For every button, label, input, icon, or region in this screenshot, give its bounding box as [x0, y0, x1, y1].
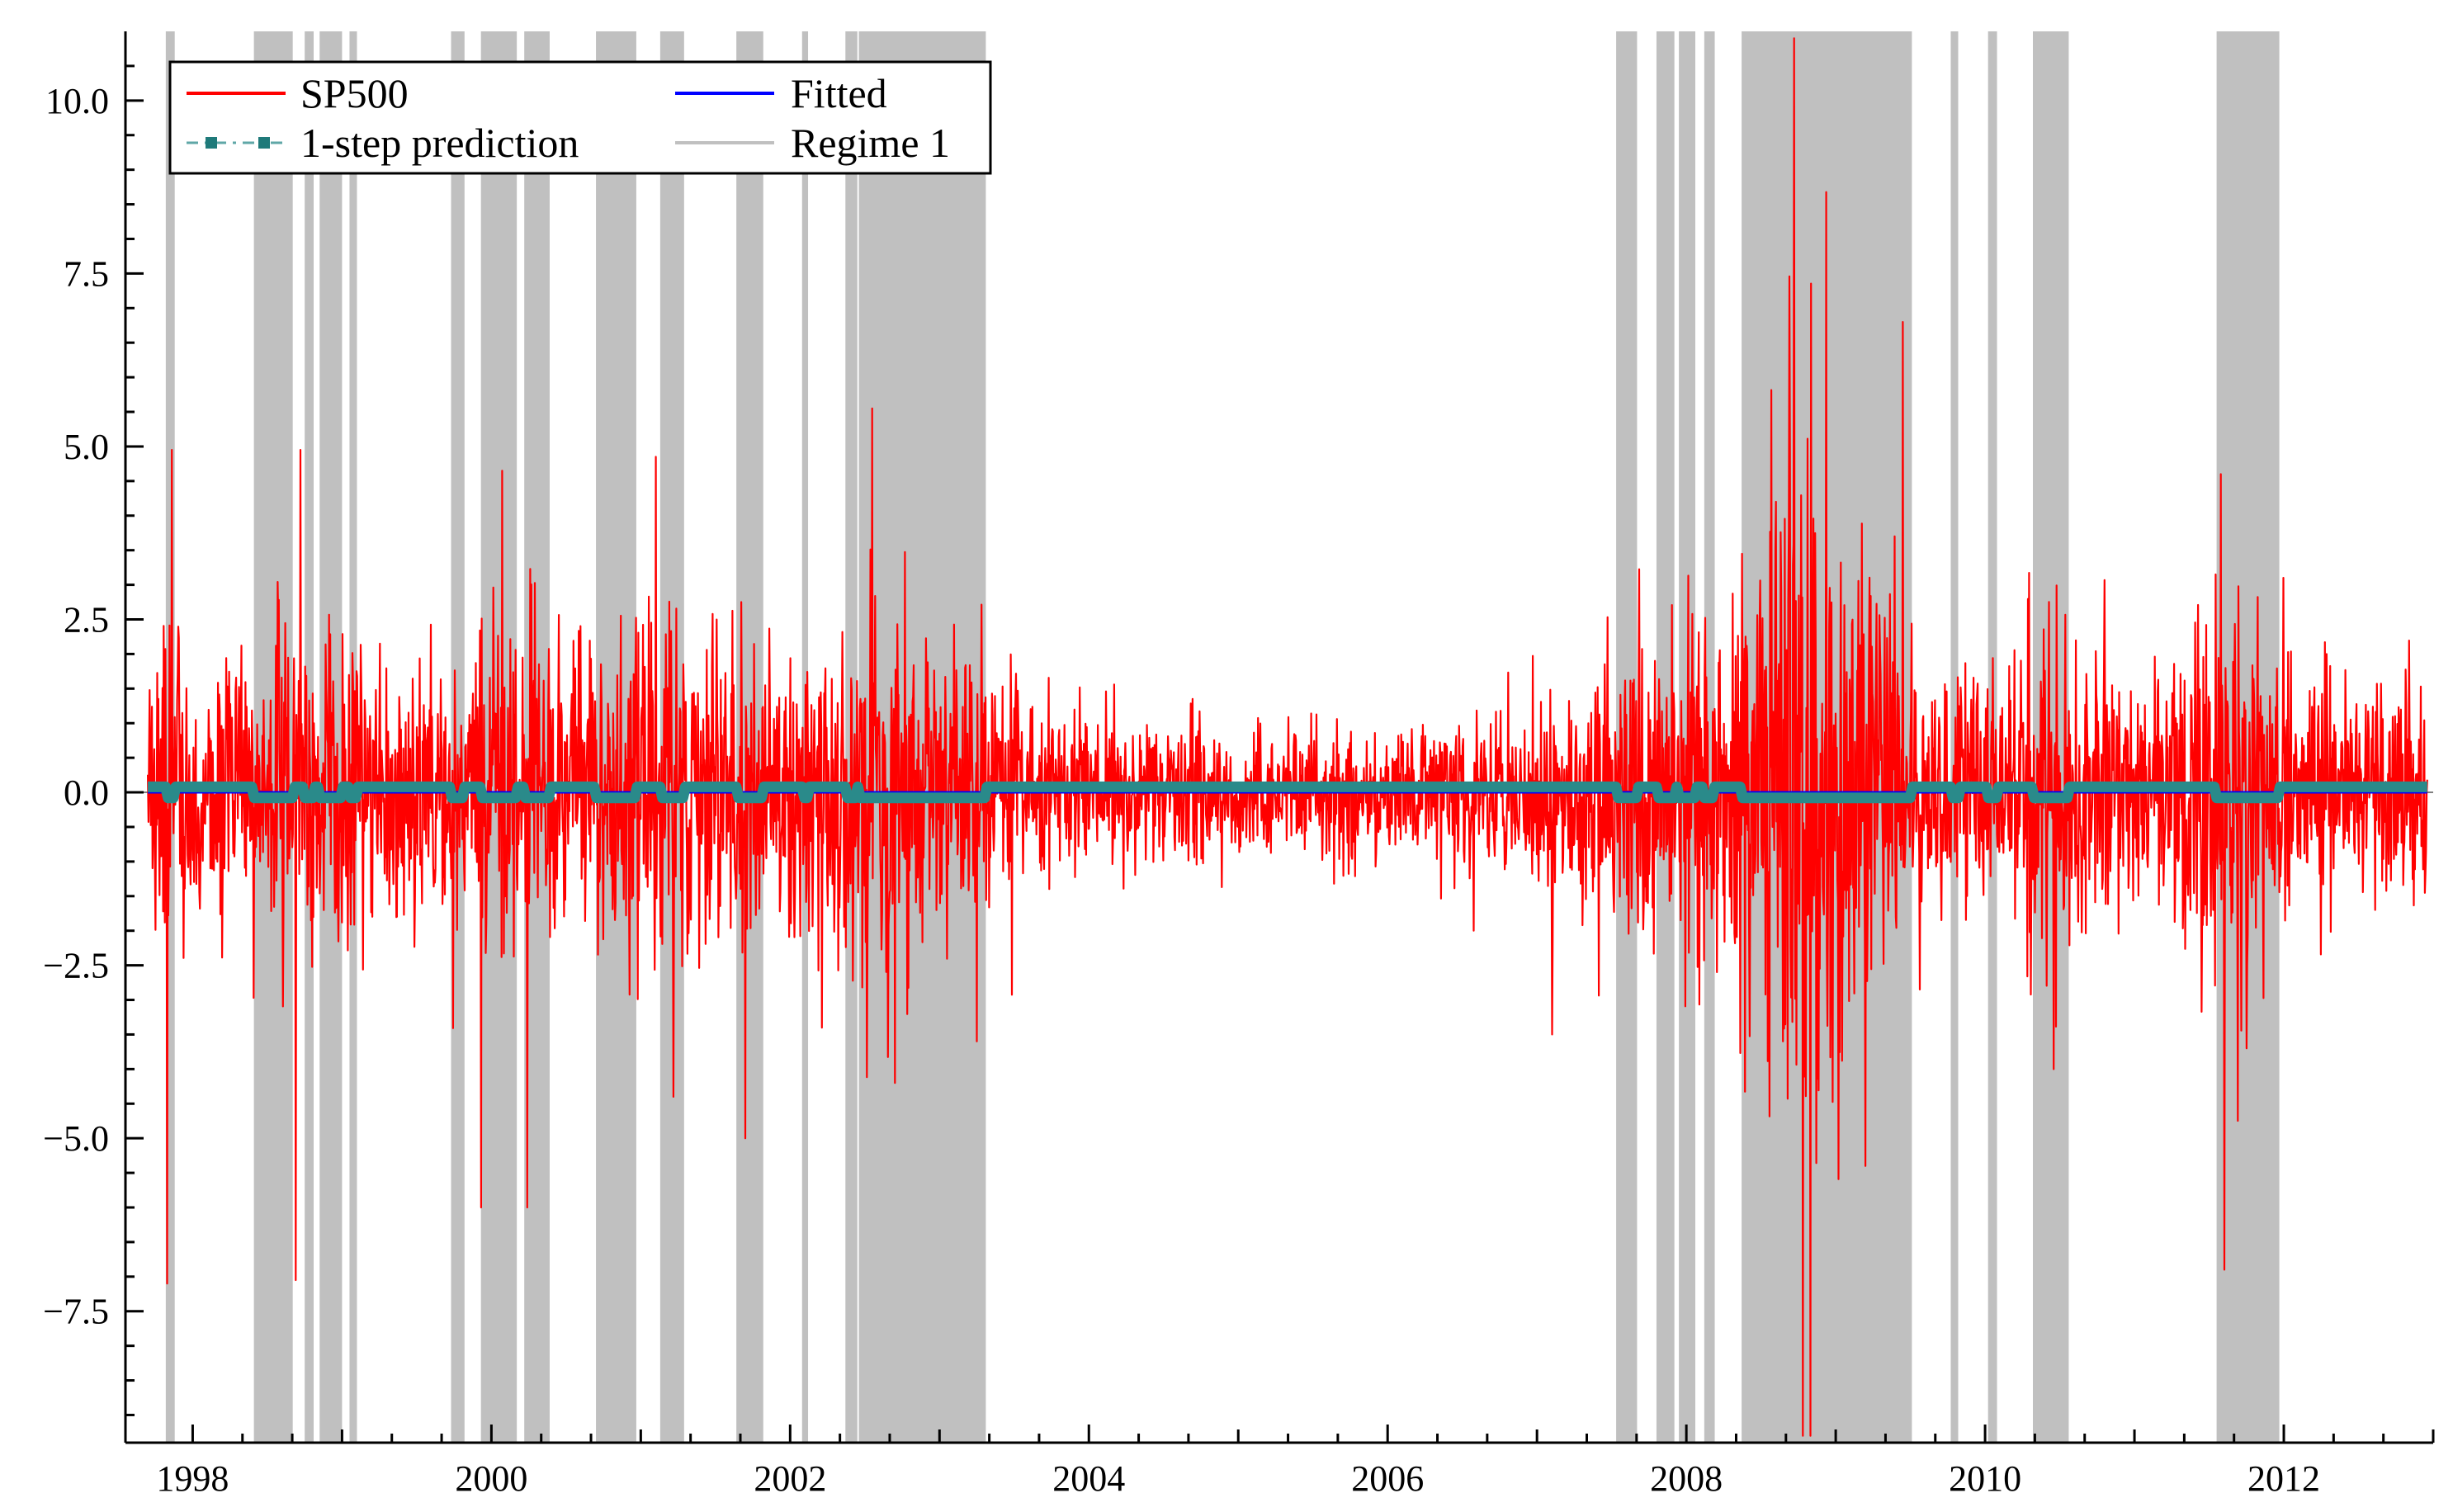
prediction-series [144, 781, 2431, 804]
y-tick-label: −5.0 [43, 1118, 109, 1159]
legend-fitted-label: Fitted [791, 70, 887, 116]
x-tick-label: 2002 [754, 1458, 826, 1499]
y-tick-label: −2.5 [43, 946, 109, 986]
y-tick-label: 5.0 [64, 427, 109, 467]
x-tick-label: 2008 [1650, 1458, 1723, 1499]
x-tick-label: 1998 [156, 1458, 229, 1499]
x-tick-label: 2006 [1351, 1458, 1424, 1499]
legend-box [168, 60, 992, 175]
x-tick-label: 2012 [2247, 1458, 2320, 1499]
prediction-line [144, 781, 2431, 804]
y-tick-label: 0.0 [64, 773, 109, 813]
x-tick-label: 2000 [455, 1458, 527, 1499]
y-tick-label: 10.0 [45, 81, 109, 121]
axes: 10.0 7.5 5.0 2.5 0.0 −2.5 −5.0 −7.5 1998 2000 2002… [43, 31, 2435, 1499]
legend-sp500-label: SP500 [300, 70, 409, 116]
legend-prediction-marker [206, 137, 217, 149]
regime-1-band [1704, 31, 1715, 1443]
legend-regime-label: Regime 1 [791, 120, 950, 166]
x-tick-label: 2010 [1949, 1458, 2021, 1499]
regime-1-band [1950, 31, 1959, 1443]
y-tick-label: 2.5 [64, 600, 109, 640]
regime-1-band [1656, 31, 1675, 1443]
legend-prediction-marker [258, 137, 270, 149]
legend-prediction-label: 1-step prediction [300, 120, 579, 166]
legend: SP500 Fitted 1-step prediction Regime 1 [168, 60, 992, 175]
y-tick-label: 7.5 [64, 253, 109, 294]
regime-1-band [451, 31, 465, 1443]
sp500-series [147, 37, 2428, 1437]
sp500-line [147, 37, 2428, 1437]
y-tick-label: −7.5 [43, 1292, 109, 1332]
x-tick-label: 2004 [1052, 1458, 1125, 1499]
